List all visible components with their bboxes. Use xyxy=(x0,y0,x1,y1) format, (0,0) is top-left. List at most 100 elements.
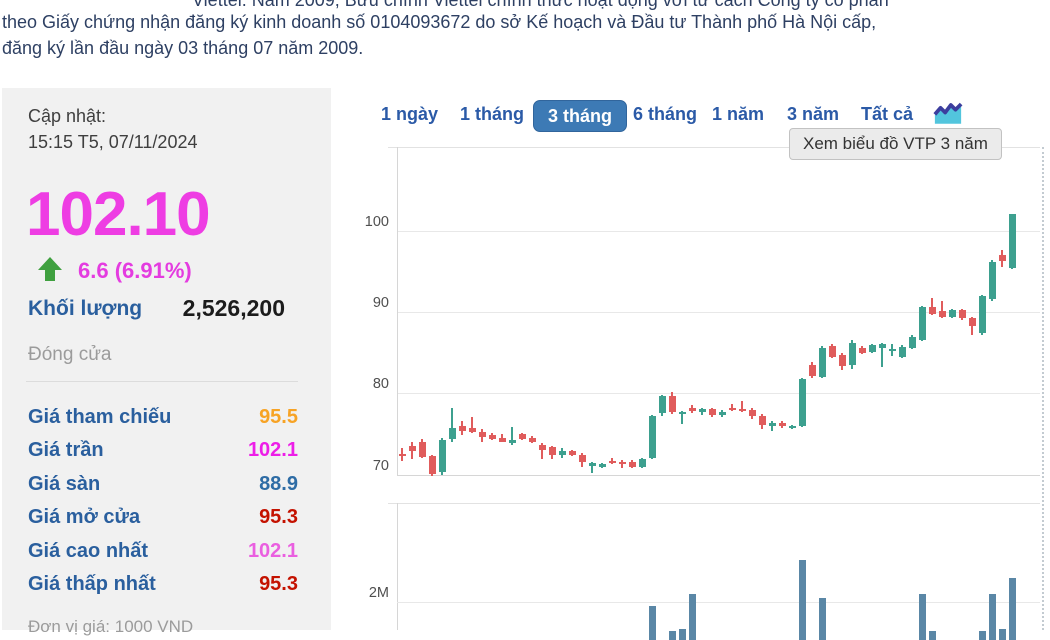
price-gridline-100 xyxy=(397,231,1040,232)
row-label-lowest-price: Giá thấp nhất xyxy=(28,573,156,595)
volume-bar xyxy=(648,606,656,640)
candle xyxy=(748,410,756,416)
row-value-ceiling-price: 102.1 xyxy=(247,439,298,461)
candle xyxy=(948,310,956,317)
volume-bar xyxy=(798,560,806,640)
candle xyxy=(808,364,816,376)
candle-wick xyxy=(931,298,933,316)
volume-pane-top-border xyxy=(388,503,1040,504)
range-tab-1-month[interactable]: 1 tháng xyxy=(460,104,525,124)
price-change: 6.6 (6.91%) xyxy=(78,258,192,283)
updated-label: Cập nhật: xyxy=(28,106,107,126)
candle-wick xyxy=(731,403,733,411)
session-label: Đóng cửa xyxy=(28,344,112,365)
candle-wick xyxy=(541,443,543,459)
candle-wick xyxy=(591,461,593,474)
candle xyxy=(938,311,946,317)
chart-right-dashed-line xyxy=(1042,147,1044,630)
candle xyxy=(738,409,746,412)
range-tab-1-day[interactable]: 1 ngày xyxy=(381,104,439,124)
candle xyxy=(658,396,666,414)
volume-value: 2,526,200 xyxy=(182,295,285,321)
candle xyxy=(978,295,986,334)
candle xyxy=(868,345,876,352)
range-tab-3-months[interactable]: 3 tháng xyxy=(533,100,628,132)
candle xyxy=(668,396,676,413)
candle xyxy=(548,447,556,455)
candle xyxy=(898,346,906,357)
last-price: 102.10 xyxy=(26,180,211,249)
intro-line-1: Viettel. Năm 2009, Bưu chính Viettel chí… xyxy=(192,0,889,10)
row-label-reference-price: Giá tham chiếu xyxy=(28,406,172,428)
candle xyxy=(568,451,576,455)
volume-bar xyxy=(988,594,996,640)
candle xyxy=(778,422,786,427)
range-tab-6-months[interactable]: 6 tháng xyxy=(633,104,698,124)
panel-divider xyxy=(26,381,298,382)
candle xyxy=(468,427,476,432)
candle xyxy=(458,426,466,432)
candle xyxy=(968,318,976,326)
candle-wick xyxy=(621,460,623,468)
candle xyxy=(518,434,526,440)
candle xyxy=(578,454,586,462)
candle-wick xyxy=(511,427,513,445)
candle xyxy=(608,461,616,464)
candle xyxy=(618,461,626,464)
candle xyxy=(678,412,686,415)
candle xyxy=(918,307,926,340)
range-tab-3-years[interactable]: 3 năm xyxy=(787,104,840,124)
volume-tick-2M: 2M xyxy=(368,585,389,601)
volume-bar xyxy=(678,628,686,640)
candle xyxy=(718,411,726,415)
candle xyxy=(858,348,866,354)
candle xyxy=(478,431,486,437)
candle-wick xyxy=(471,417,473,434)
volume-label: Khối lượng xyxy=(28,297,143,320)
row-value-reference-price: 95.5 xyxy=(259,406,298,428)
candle xyxy=(958,310,966,319)
updated-time: 15:15 T5, 07/11/2024 xyxy=(28,132,198,152)
row-label-floor-price: Giá sàn xyxy=(28,473,101,495)
range-tab-1-year[interactable]: 1 năm xyxy=(712,104,765,124)
candle xyxy=(688,407,696,411)
candle xyxy=(508,439,516,444)
candle xyxy=(588,463,596,466)
candle xyxy=(498,438,506,442)
candle xyxy=(628,461,636,467)
candle xyxy=(878,344,886,349)
row-label-highest-price: Giá cao nhất xyxy=(28,540,149,562)
candle xyxy=(538,444,546,450)
candle xyxy=(708,409,716,415)
row-value-lowest-price: 95.3 xyxy=(259,573,298,595)
quote-panel xyxy=(2,88,331,630)
price-gridline-80 xyxy=(397,393,1040,394)
price-axis-bottom xyxy=(397,475,1040,476)
candle-wick xyxy=(971,316,973,335)
volume-gridline-2M xyxy=(397,602,1040,603)
candle-wick xyxy=(741,401,743,412)
intro-line-2: theo Giấy chứng nhận đăng ký kinh doanh … xyxy=(2,12,877,32)
candle-wick xyxy=(881,342,883,368)
volume-bar xyxy=(688,593,696,640)
price-axis-line xyxy=(397,147,398,475)
row-value-open-price: 95.3 xyxy=(259,506,298,528)
volume-bar xyxy=(818,597,826,640)
area-chart-icon[interactable] xyxy=(933,99,963,126)
row-label-ceiling-price: Giá trần xyxy=(28,439,104,461)
volume-bar xyxy=(998,628,1006,640)
price-tick-70: 70 xyxy=(372,458,389,474)
candle xyxy=(528,437,536,443)
area-chart-glyph xyxy=(933,102,963,124)
candle xyxy=(848,342,856,366)
candle xyxy=(768,422,776,427)
candle xyxy=(598,464,606,467)
range-tab-all[interactable]: Tất cả xyxy=(861,104,914,124)
candle xyxy=(838,354,846,367)
candle xyxy=(728,408,736,411)
candle xyxy=(1008,213,1016,269)
